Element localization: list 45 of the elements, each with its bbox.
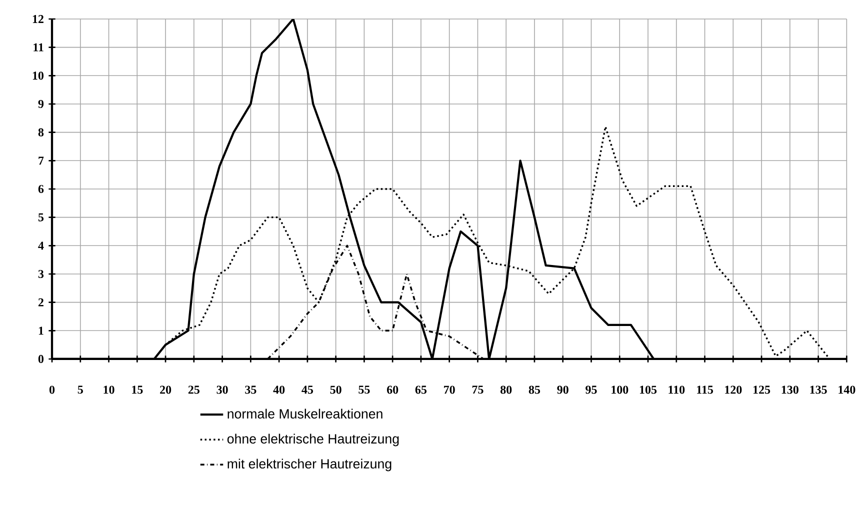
x-tick-label: 40	[273, 386, 285, 394]
legend-label: mit elektrischer Hautreizung	[228, 458, 392, 472]
x-tick-label: 90	[557, 386, 568, 394]
x-tick-label: 25	[188, 386, 200, 394]
x-tick-label: 50	[330, 386, 342, 394]
y-tick-label: 7	[38, 156, 44, 165]
x-tick-label: 125	[753, 386, 770, 394]
x-tick-label: 80	[500, 386, 512, 394]
x-tick-label: 115	[697, 386, 713, 394]
y-tick-label: 8	[38, 128, 44, 136]
y-tick-label: 2	[38, 298, 44, 306]
legend-label: ohne elektrische Hautreizung	[227, 434, 399, 446]
x-tick-label: 120	[725, 386, 742, 394]
y-tick-label: 12	[32, 15, 44, 23]
y-tick-label: 5	[38, 213, 44, 222]
x-tick-label: 100	[612, 386, 628, 394]
x-tick-label: 35	[245, 386, 256, 394]
y-tick-label: 9	[38, 100, 44, 108]
x-tick-label: 0	[49, 386, 55, 394]
y-tick-label: 3	[38, 270, 44, 278]
x-tick-label: 15	[132, 386, 143, 394]
x-tick-label: 30	[216, 386, 228, 394]
y-tick-label: 6	[38, 184, 44, 194]
x-tick-label: 135	[810, 386, 827, 394]
x-tick-label: 140	[838, 386, 856, 394]
x-tick-label: 130	[782, 386, 798, 394]
y-tick-label: 10	[32, 72, 44, 80]
y-tick-label: 11	[34, 43, 44, 52]
x-tick-label: 5	[78, 386, 83, 394]
x-tick-label: 55	[358, 386, 370, 394]
x-tick-label: 70	[444, 386, 455, 394]
x-tick-label: 75	[472, 386, 484, 394]
x-tick-label: 105	[640, 386, 657, 394]
x-tick-label: 95	[586, 386, 597, 394]
y-tick-label: 1	[38, 326, 44, 335]
x-tick-label: 85	[528, 386, 540, 394]
x-tick-label: 60	[386, 386, 398, 394]
x-tick-label: 10	[104, 386, 114, 394]
legend-label: normale Muskelreaktionen	[228, 408, 382, 419]
y-tick-label: 0	[38, 354, 44, 364]
x-tick-label: 45	[302, 386, 313, 394]
y-tick-label: 4	[38, 242, 44, 250]
x-tick-label: 65	[415, 386, 427, 394]
x-tick-label: 20	[160, 386, 172, 394]
x-tick-label: 110	[668, 386, 685, 394]
